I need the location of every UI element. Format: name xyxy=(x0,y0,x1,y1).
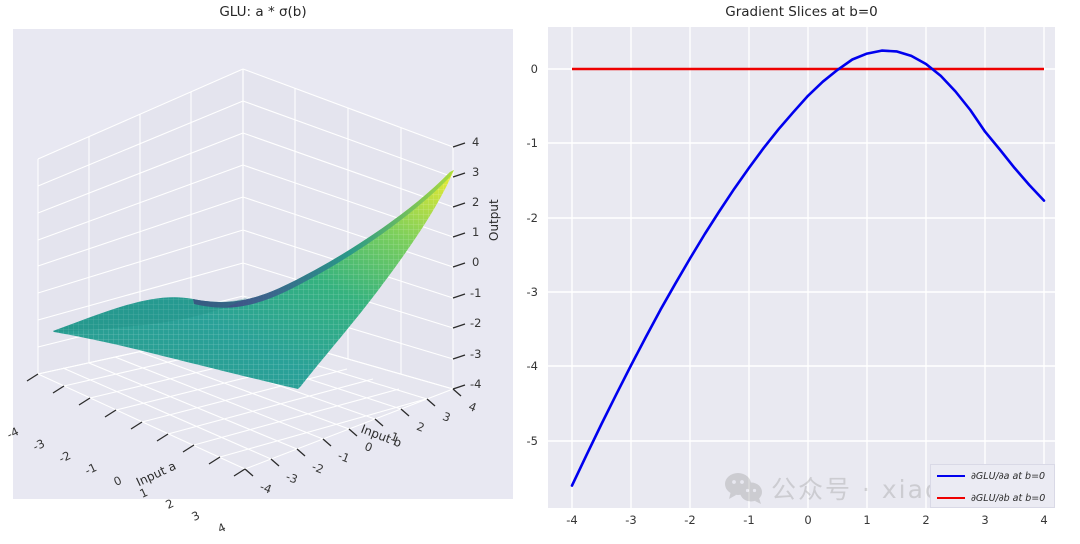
surface-3d-plot xyxy=(26,68,466,477)
glu-surface xyxy=(53,170,454,389)
legend-box: ∂GLU/∂a at b=0 ∂GLU/∂b at b=0 xyxy=(930,464,1055,508)
vertical-gridlines xyxy=(571,27,1045,508)
series-line-dglu-da xyxy=(570,49,1046,487)
legend-label-dglu-db: ∂GLU/∂b at b=0 xyxy=(971,492,1046,504)
gradient-slices-plot xyxy=(548,27,1055,508)
floor-panel xyxy=(38,329,453,469)
gradient-slices-panel: 0 -1 -2 -3 -4 -5 -4 -3 -2 -1 0 1 2 3 4 xyxy=(527,27,1055,527)
axis-output-ticks xyxy=(452,142,466,390)
right-panel-title: Gradient Slices at b=0 xyxy=(725,4,878,20)
axis-a-ticks xyxy=(26,373,246,477)
surface-3d-panel: -4 -3 -2 -1 0 1 2 3 4 -4 -3 -2 -1 0 1 2 … xyxy=(5,29,513,536)
legend-swatch-red xyxy=(937,496,965,500)
axis-title-output: Output xyxy=(487,199,501,241)
legend-label-dglu-da: ∂GLU/∂a at b=0 xyxy=(971,470,1046,482)
legend-swatch-blue xyxy=(937,474,965,478)
legend-entry-dglu-da: ∂GLU/∂a at b=0 xyxy=(931,465,1054,487)
axis-b-ticks xyxy=(244,388,462,477)
legend-entry-dglu-db: ∂GLU/∂b at b=0 xyxy=(931,487,1054,509)
left-panel-title: GLU: a * σ(b) xyxy=(219,4,307,20)
